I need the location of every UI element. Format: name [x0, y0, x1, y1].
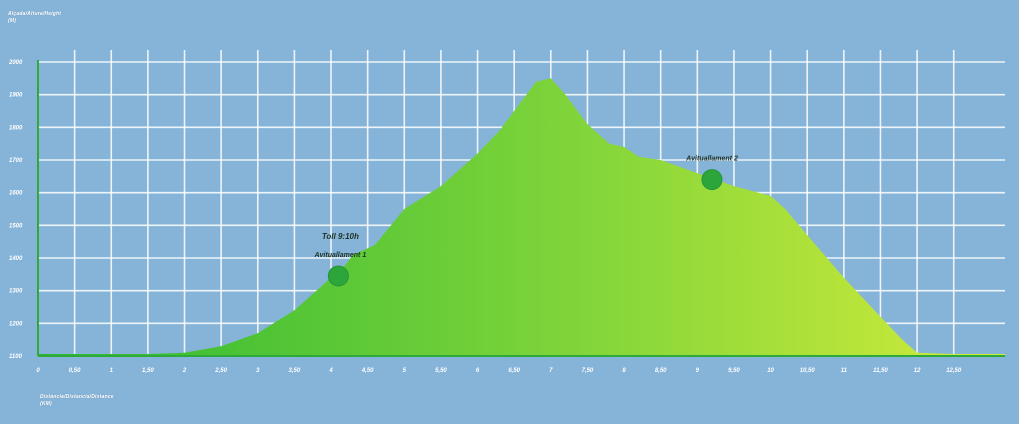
x-tick-label: 1 — [110, 368, 114, 374]
x-tick-label: 11 — [841, 368, 848, 374]
y-tick-label: 1100 — [9, 354, 23, 360]
x-tick-label: 10 — [767, 368, 774, 374]
x-axis-title: Distància/Distancia/Distance (KM) — [40, 394, 114, 408]
y-tick-label: 1700 — [9, 158, 23, 164]
x-tick-label: 0,50 — [69, 368, 81, 374]
x-tick-label: 9 — [696, 368, 700, 374]
y-axis-unit: (M) — [8, 18, 17, 24]
cutoff-time-label: Toll 9:10h — [322, 232, 359, 241]
x-tick-label: 3,50 — [289, 368, 301, 374]
x-tick-label: 7 — [549, 368, 553, 374]
x-tick-label: 8,50 — [655, 368, 667, 374]
y-tick-label: 1300 — [9, 289, 23, 295]
y-tick-label: 1200 — [9, 321, 23, 327]
x-tick-label: 5 — [403, 368, 407, 374]
x-tick-label: 0 — [36, 368, 40, 374]
x-tick-label: 6 — [476, 368, 480, 374]
x-tick-label: 3 — [256, 368, 260, 374]
x-tick-label: 5,50 — [435, 368, 447, 374]
aid-station-label: Avituallament 1 — [313, 252, 366, 259]
x-tick-label: 12 — [914, 368, 921, 374]
x-axis-label: Distància/Distancia/Distance — [40, 394, 114, 400]
y-tick-label: 1900 — [9, 93, 23, 99]
x-tick-label: 2,50 — [214, 368, 227, 374]
y-tick-label: 1400 — [9, 256, 23, 262]
x-tick-label: 2 — [182, 368, 187, 374]
y-axis-title: Alçada/Altura/Height (M) — [8, 11, 61, 25]
x-tick-label: 11,50 — [873, 368, 888, 374]
x-tick-label: 4 — [328, 368, 333, 374]
x-axis-unit: (KM) — [40, 401, 52, 407]
aid-station-label: Avituallament 2 — [685, 156, 738, 163]
x-tick-label: 6,50 — [508, 368, 520, 374]
aid-station-marker — [701, 169, 723, 191]
y-tick-label: 1600 — [9, 191, 23, 197]
x-tick-label: 4,50 — [361, 368, 374, 374]
x-tick-label: 7,50 — [582, 368, 594, 374]
y-axis-label: Alçada/Altura/Height — [8, 11, 62, 17]
y-tick-label: 1500 — [9, 223, 23, 229]
x-tick-label: 12,50 — [946, 368, 962, 374]
aid-station-marker — [327, 265, 349, 287]
x-tick-label: 10,50 — [800, 368, 816, 374]
x-tick-label: 9,50 — [728, 368, 740, 374]
y-tick-label: 1800 — [9, 125, 23, 131]
elevation-area — [38, 78, 1005, 357]
x-tick-label: 1,50 — [142, 368, 154, 374]
y-tick-label: 2000 — [8, 60, 23, 66]
x-tick-label: 8 — [622, 368, 626, 374]
